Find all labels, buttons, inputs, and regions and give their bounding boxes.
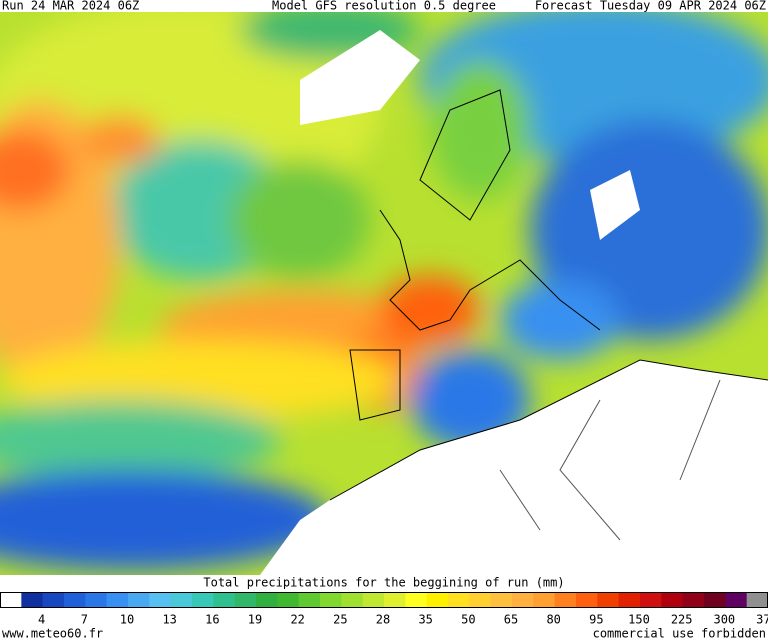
precip-field (0, 0, 768, 575)
legend-swatch (42, 592, 65, 607)
legend-label: 16 (205, 613, 219, 627)
legend-label: 13 (162, 613, 176, 627)
legend-bar (0, 592, 768, 608)
legend-label: 22 (290, 613, 304, 627)
legend-swatch (554, 592, 577, 607)
legend-swatch (362, 592, 385, 607)
legend-label: 375 (756, 613, 768, 627)
legend-label: 35 (418, 613, 432, 627)
legend-label: 65 (504, 613, 518, 627)
legend-swatch (128, 592, 150, 607)
legend-label: 25 (333, 613, 347, 627)
legend-swatch (704, 592, 726, 607)
legend-swatch (448, 592, 470, 607)
legend-swatch (64, 592, 86, 607)
legend-swatch (384, 592, 406, 607)
legend-swatch (21, 592, 44, 607)
legend-label: 150 (628, 613, 650, 627)
legend-swatch (213, 592, 236, 607)
legend-label: 225 (671, 613, 693, 627)
legend-swatch (192, 592, 214, 607)
legend-label: 10 (120, 613, 134, 627)
legend-label: 300 (713, 613, 735, 627)
run-label: Run 24 MAR 2024 06Z (2, 0, 139, 13)
legend-label: 4 (38, 613, 45, 627)
legend-swatch (469, 592, 492, 607)
legend-swatch (298, 592, 321, 607)
legend-swatch (405, 592, 428, 607)
legend-swatch (256, 592, 278, 607)
notice-label: commercial use forbidden (593, 627, 766, 640)
legend-swatch (597, 592, 620, 607)
legend-swatch (320, 592, 342, 607)
legend-swatch (533, 592, 556, 607)
forecast-label: Forecast Tuesday 09 APR 2024 06Z (535, 0, 766, 13)
legend-swatch (618, 592, 641, 607)
legend-swatch (277, 592, 300, 607)
legend-swatch (0, 592, 22, 607)
model-label: Model GFS resolution 0.5 degree (272, 0, 496, 13)
legend-swatch (341, 592, 364, 607)
legend-swatch (426, 592, 449, 607)
legend-label: 19 (248, 613, 262, 627)
legend-swatch (170, 592, 193, 607)
legend-swatch (682, 592, 705, 607)
legend-label: 28 (376, 613, 390, 627)
legend-swatch (512, 592, 534, 607)
legend-swatch (661, 592, 684, 607)
legend-swatch (576, 592, 598, 607)
legend-label: 95 (589, 613, 603, 627)
legend-labels: 4 7 10 13 16 19 22 25 28 35 50 65 80 95 150 225 300 375 (38, 613, 768, 627)
legend-title: Total precipitations for the beggining o… (203, 576, 564, 590)
legend-label: 50 (461, 613, 475, 627)
legend-label: 80 (546, 613, 560, 627)
legend-label: 7 (81, 613, 88, 627)
legend-swatch (85, 592, 108, 607)
legend-swatch (106, 592, 129, 607)
site-label: www.meteo60.fr (2, 627, 103, 640)
legend-swatch (640, 592, 662, 607)
legend-swatch (725, 592, 748, 607)
legend-swatch (234, 592, 257, 607)
legend-swatch (746, 592, 768, 607)
legend-swatch (490, 592, 513, 607)
legend-swatch (149, 592, 172, 607)
